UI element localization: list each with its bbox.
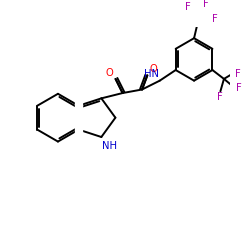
Text: F: F	[203, 0, 209, 9]
Text: NH: NH	[102, 140, 117, 150]
Text: F: F	[234, 68, 240, 78]
Text: F: F	[236, 83, 242, 93]
Text: HN: HN	[144, 69, 159, 79]
Text: O: O	[149, 64, 157, 74]
Text: F: F	[212, 14, 218, 24]
Text: F: F	[185, 2, 191, 12]
Text: F: F	[217, 92, 222, 102]
Text: O: O	[105, 68, 113, 78]
